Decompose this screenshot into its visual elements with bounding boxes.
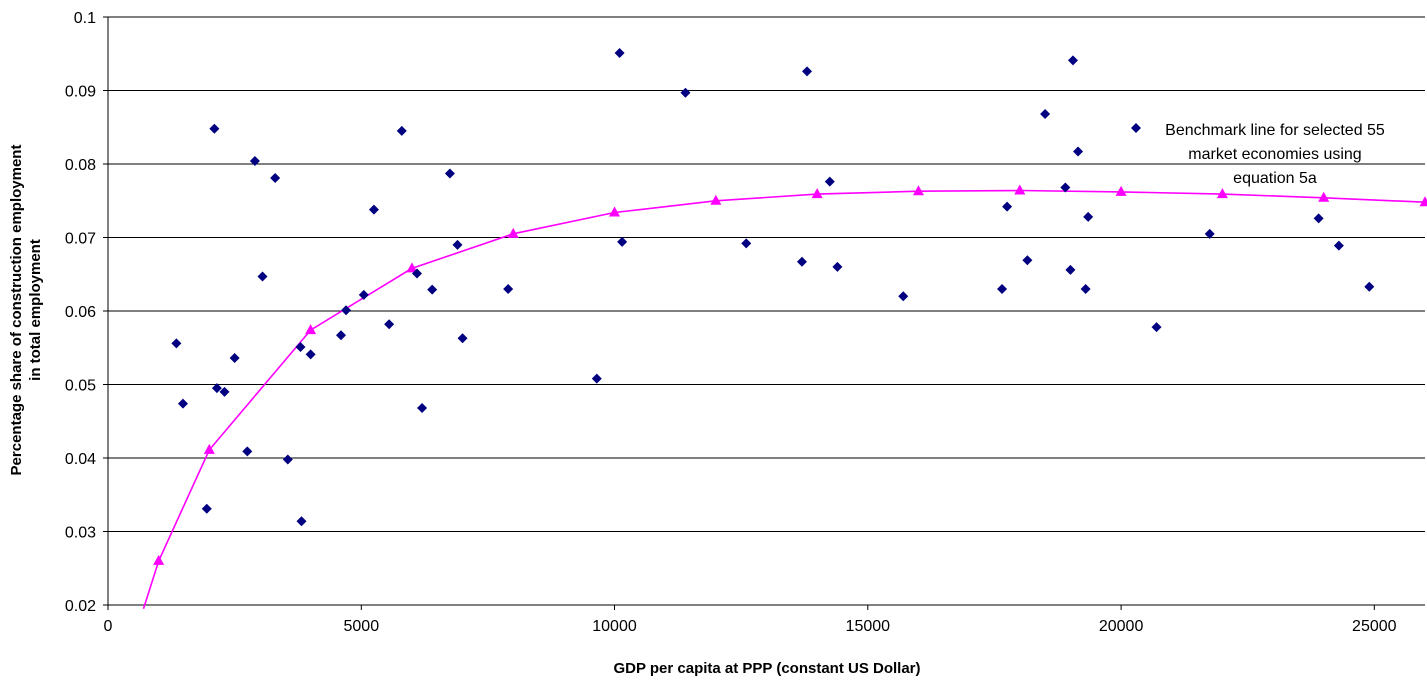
data-point: [341, 305, 352, 316]
data-point: [249, 156, 260, 167]
legend-marker-diamond: [1131, 123, 1141, 133]
data-point: [1067, 55, 1078, 66]
data-point: [741, 238, 752, 249]
data-point: [444, 168, 455, 179]
legend-label-line-2: market economies using: [1188, 146, 1361, 163]
y-tick-label: 0.09: [65, 84, 96, 101]
data-point: [282, 454, 293, 465]
data-point: [796, 256, 807, 267]
data-point: [503, 283, 514, 294]
curve-marker: [1115, 185, 1127, 196]
legend-label-line-1: Benchmark line for selected 55: [1165, 122, 1385, 139]
curve-marker: [1318, 191, 1330, 202]
curve-marker: [1014, 184, 1026, 195]
curve-marker: [203, 443, 215, 454]
x-tick-labels: 0 5000 10000 15000 20000 25000: [104, 618, 1397, 635]
curve-marker: [305, 324, 317, 335]
y-tick-label: 0.1: [74, 10, 96, 27]
curve-marker: [153, 554, 165, 565]
data-point: [591, 373, 602, 384]
y-tick-label: 0.03: [65, 525, 96, 542]
data-point: [614, 48, 625, 59]
data-point: [201, 503, 212, 514]
data-point: [295, 342, 306, 353]
data-point: [824, 176, 835, 187]
data-point: [270, 172, 281, 183]
data-point: [368, 204, 379, 215]
y-tick-label: 0.08: [65, 157, 96, 174]
data-point: [1083, 211, 1094, 222]
x-tick-label: 15000: [846, 618, 891, 635]
data-point: [336, 330, 347, 341]
data-point: [417, 403, 428, 414]
data-point: [396, 125, 407, 136]
data-point: [219, 386, 230, 397]
data-point: [257, 271, 268, 282]
data-point: [1151, 322, 1162, 333]
data-point: [1364, 281, 1375, 292]
data-point: [384, 319, 395, 330]
y-axis-title: Percentage share of construction employm…: [8, 145, 44, 476]
data-point: [1073, 146, 1084, 157]
data-point: [452, 239, 463, 250]
curve-marker: [1419, 196, 1427, 207]
data-point: [680, 87, 691, 98]
data-point: [171, 338, 182, 349]
data-point: [832, 261, 843, 272]
curve-marker: [1216, 188, 1228, 199]
data-point: [209, 123, 220, 134]
y-tick-label: 0.07: [65, 231, 96, 248]
data-point: [296, 516, 307, 527]
scatter-points: [171, 48, 1375, 527]
curve-marker: [609, 206, 621, 217]
axes: [103, 16, 1425, 610]
curve-marker: [811, 188, 823, 199]
data-point: [411, 268, 422, 279]
legend: Benchmark line for selected 55 market ec…: [1131, 122, 1385, 187]
data-point: [1313, 213, 1324, 224]
x-tick-label: 25000: [1352, 618, 1397, 635]
data-point: [1040, 109, 1051, 120]
x-tick-label: 20000: [1099, 618, 1144, 635]
curve-marker: [912, 185, 924, 196]
curve-marker: [710, 194, 722, 205]
data-point: [305, 349, 316, 360]
legend-label-line-3: equation 5a: [1233, 170, 1317, 187]
data-point: [802, 66, 813, 77]
y-tick-label: 0.04: [65, 451, 96, 468]
x-tick-label: 0: [104, 618, 113, 635]
data-point: [427, 284, 438, 295]
data-point: [1333, 240, 1344, 251]
data-point: [358, 289, 369, 300]
grid-lines: [108, 16, 1425, 532]
data-point: [1204, 228, 1215, 239]
x-tick-label: 10000: [592, 618, 637, 635]
data-point: [1002, 201, 1013, 212]
data-point: [1022, 255, 1033, 266]
y-tick-labels: 0.02 0.03 0.04 0.05 0.06 0.07 0.08 0.09 0.1: [65, 10, 96, 615]
data-point: [1080, 283, 1091, 294]
curve-marker: [406, 262, 418, 273]
data-point: [1065, 264, 1076, 275]
y-axis-title-line-1: Percentage share of construction employm…: [8, 145, 25, 476]
data-point: [617, 236, 628, 247]
x-tick-label: 5000: [344, 618, 380, 635]
data-point: [242, 446, 253, 457]
data-point: [997, 283, 1008, 294]
y-tick-label: 0.06: [65, 304, 96, 321]
y-tick-label: 0.05: [65, 378, 96, 395]
curve-line: [142, 189, 1426, 609]
data-point: [177, 398, 188, 409]
data-point: [229, 353, 240, 364]
data-point: [211, 383, 222, 394]
data-point: [1060, 182, 1071, 193]
benchmark-curve: [142, 184, 1427, 609]
y-axis-title-line-2: in total employment: [27, 239, 44, 381]
y-tick-label: 0.02: [65, 598, 96, 615]
data-point: [457, 333, 468, 344]
data-point: [898, 291, 909, 302]
x-axis-title: GDP per capita at PPP (constant US Dolla…: [613, 660, 920, 677]
curve-marker: [507, 227, 519, 238]
